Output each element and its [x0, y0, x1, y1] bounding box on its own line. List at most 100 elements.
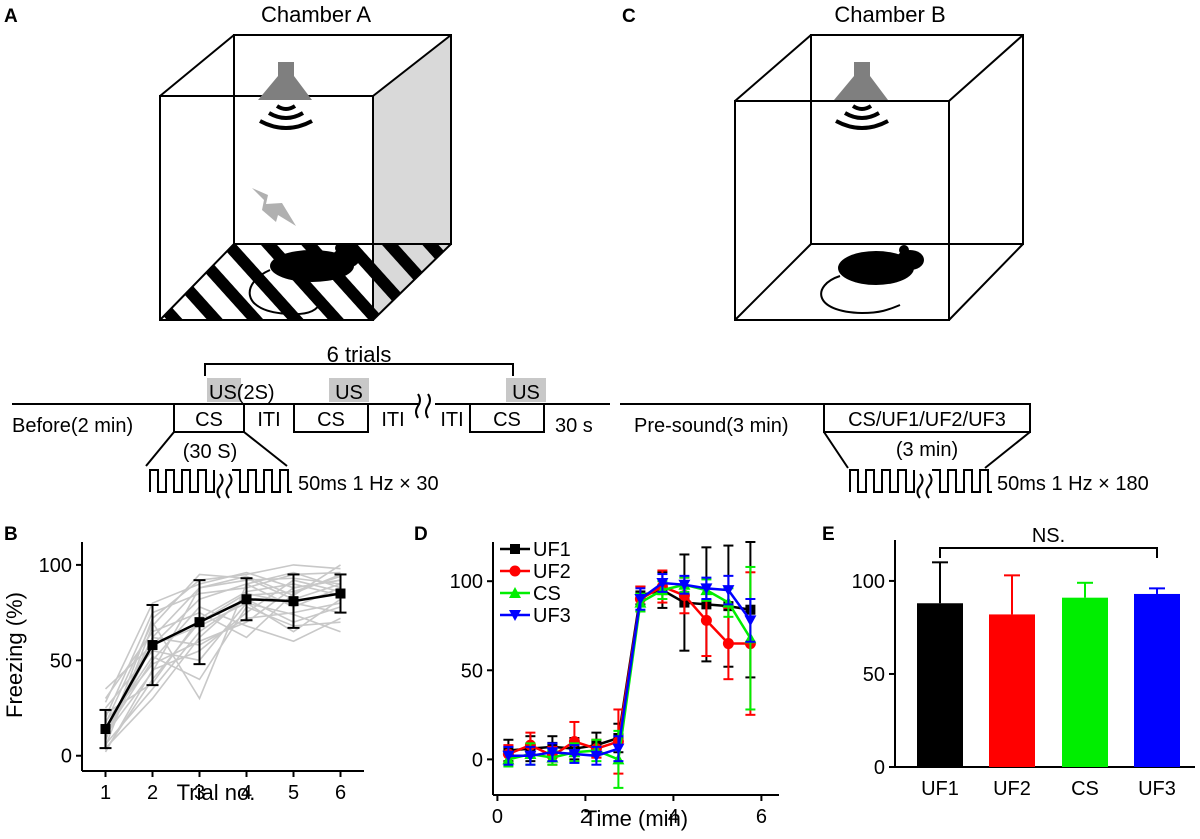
mean-point [147, 640, 158, 651]
uf3-point [634, 594, 647, 606]
x-tick-label: UF1 [921, 778, 959, 800]
individual-line [104, 602, 341, 739]
x-tick-label: 4 [241, 782, 252, 804]
x-tick-label: 1 [100, 782, 111, 804]
pre-sound-label: Pre-sound(3 min) [634, 415, 789, 437]
cs-label-2: CS [317, 409, 345, 431]
uf2-point [700, 614, 712, 626]
duration-label: (3 min) [896, 439, 958, 461]
iti-label-1: ITI [257, 409, 280, 431]
mean-point [100, 724, 111, 735]
mean-point [288, 596, 299, 607]
y-tick-label: 100 [852, 571, 885, 593]
x-tick-label: 2 [147, 782, 158, 804]
bar-uf1 [917, 603, 963, 767]
panel-label-a: A [4, 6, 18, 27]
uf3-point [744, 615, 757, 627]
uf3-line [508, 581, 752, 758]
uf3-point [546, 747, 559, 759]
uf3-point [502, 750, 515, 762]
mouse-icon [248, 243, 360, 316]
us-marker-2 [329, 378, 369, 402]
x-tick-label: 5 [288, 782, 299, 804]
chamber-b-title: Chamber B [834, 2, 945, 27]
cs-label-3: CS [493, 409, 521, 431]
mouse-icon [820, 245, 924, 315]
individual-line [104, 592, 341, 751]
iti-label-3: ITI [440, 409, 463, 431]
individual-line [104, 575, 341, 749]
y-tick-label: 0 [472, 749, 483, 771]
cs-label-1: CS [195, 409, 223, 431]
x-tick-label: UF2 [993, 778, 1031, 800]
chart-b: 0 50 100 1 2 3 4 5 6 [39, 542, 364, 804]
x-tick-label: CS [1071, 778, 1099, 800]
chamber-a-title: Chamber A [261, 2, 371, 27]
individual-line [104, 571, 341, 703]
uf3-point [524, 750, 537, 762]
individual-line [104, 598, 341, 745]
x-tick-label: UF3 [1138, 778, 1176, 800]
uf2-point [722, 638, 734, 650]
panel-label-e: E [822, 524, 835, 545]
panel-label-b: B [4, 524, 18, 545]
protocol-a [12, 363, 610, 499]
us-marker-3 [506, 378, 546, 402]
x-tick-label: 4 [668, 806, 679, 828]
mean-point [194, 617, 205, 628]
us-marker-1 [207, 378, 241, 402]
bar-cs [1062, 597, 1108, 767]
iti-label-2: ITI [381, 409, 404, 431]
y-tick-label: 100 [450, 571, 483, 593]
y-tick-label: 100 [39, 555, 72, 577]
legend-label-uf3: UF3 [533, 605, 571, 627]
uf2-point [509, 565, 521, 577]
us-label-3: US [512, 382, 540, 404]
uf3-point [700, 583, 713, 595]
mean-point [241, 594, 252, 605]
bar-uf2 [989, 614, 1035, 767]
mean-line [104, 592, 341, 730]
lightning-icon [252, 188, 296, 226]
uf1-point [510, 544, 520, 554]
uf3-point [612, 743, 625, 755]
legend-label-uf1: UF1 [533, 539, 571, 561]
uf3-point [509, 610, 521, 621]
individual-line [104, 573, 341, 747]
stim-label: CS/UF1/UF2/UF3 [848, 409, 1006, 431]
individual-line [104, 571, 341, 718]
chamber-a-box [159, 34, 452, 321]
individual-line [104, 571, 341, 724]
significance-bracket [939, 547, 1158, 558]
us-label-2: US [335, 382, 363, 404]
x-tick-label: 2 [580, 806, 591, 828]
ns-annotation: NS. [1032, 525, 1065, 547]
individual-line [104, 602, 341, 690]
uf3-point [722, 585, 735, 597]
end-label: 30 s [555, 415, 593, 437]
panel-label-c: C [622, 6, 636, 27]
speaker-icon [834, 62, 889, 130]
x-tick-label: 3 [194, 782, 205, 804]
y-tick-label: 50 [461, 660, 483, 682]
x-tick-label: 6 [756, 806, 767, 828]
pulse-c-label: 50ms 1 Hz × 180 [997, 473, 1149, 495]
chart-b-xlabel: Trial no. [177, 780, 256, 805]
uf3-point [568, 749, 581, 761]
cs-duration-label: (30 S) [183, 441, 237, 463]
legend-label-cs: CS [533, 583, 561, 605]
y-tick-label: 50 [863, 664, 885, 686]
chamber-b-box [734, 34, 1024, 321]
bar-uf3 [1134, 593, 1180, 767]
shock-grid-floor [160, 244, 451, 320]
before-label: Before(2 min) [12, 415, 133, 437]
pulse-a-label: 50ms 1 Hz × 30 [298, 473, 439, 495]
uf3-point [590, 750, 603, 762]
mean-point [335, 588, 346, 599]
chart-b-ylabel: Freezing (%) [2, 592, 27, 718]
protocol-c [620, 403, 1031, 499]
y-tick-label: 0 [61, 746, 72, 768]
speaker-icon [258, 62, 313, 130]
